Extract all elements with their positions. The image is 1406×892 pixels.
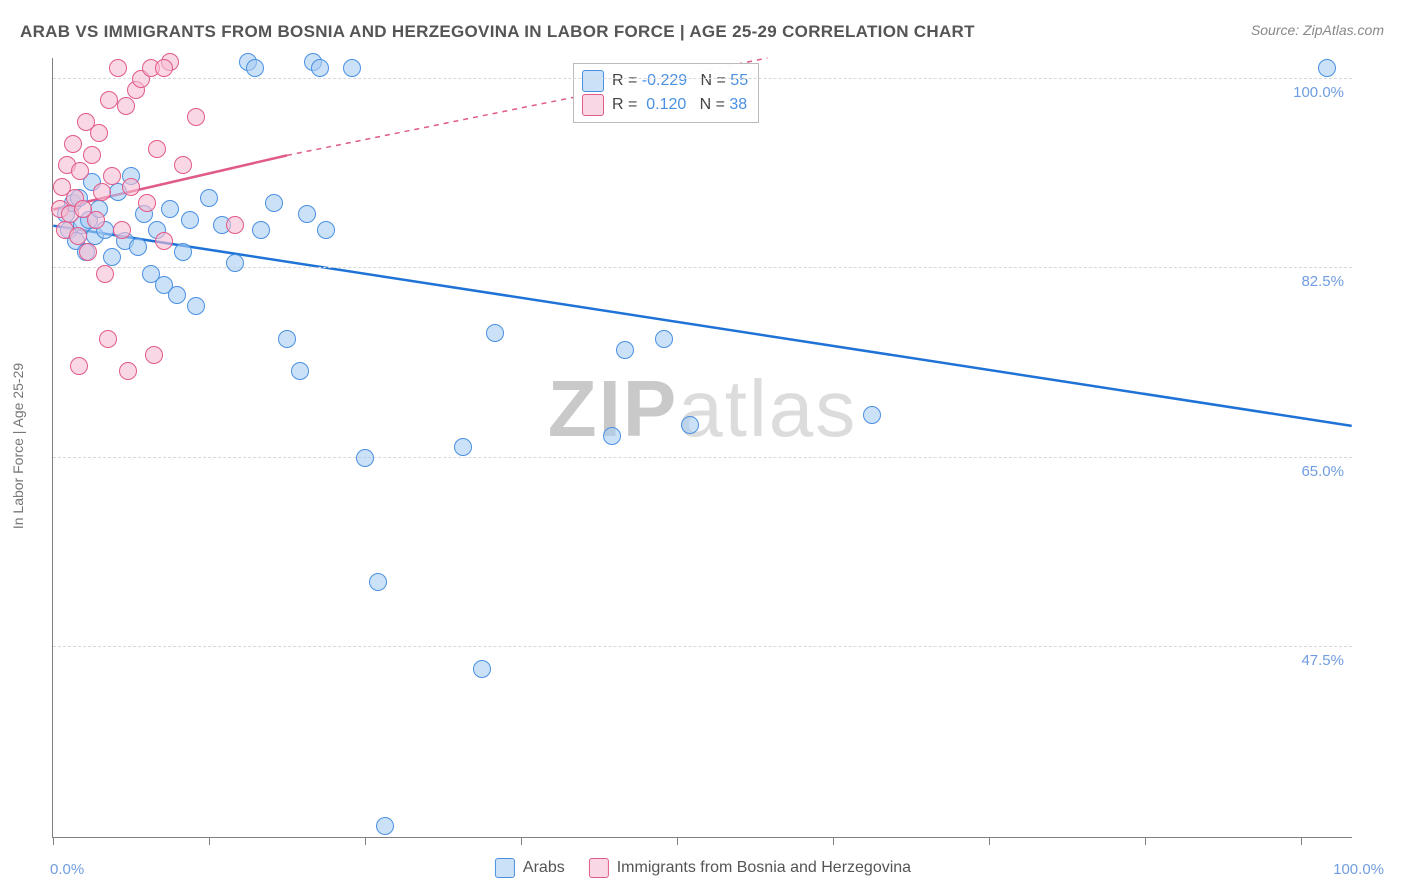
- scatter-point: [265, 194, 283, 212]
- scatter-point: [174, 243, 192, 261]
- scatter-point: [155, 59, 173, 77]
- source-label: Source: ZipAtlas.com: [1251, 22, 1384, 38]
- x-tick: [1145, 837, 1146, 845]
- scatter-point: [122, 178, 140, 196]
- scatter-point: [109, 59, 127, 77]
- legend-swatch: [582, 94, 604, 116]
- x-tick: [1301, 837, 1302, 845]
- scatter-point: [129, 238, 147, 256]
- x-tick: [53, 837, 54, 845]
- scatter-point: [187, 108, 205, 126]
- scatter-point: [70, 357, 88, 375]
- scatter-point: [145, 346, 163, 364]
- scatter-point: [681, 416, 699, 434]
- gridline: [53, 457, 1352, 458]
- scatter-point: [616, 341, 634, 359]
- stats-legend-row: R = 0.120 N = 38: [582, 94, 748, 116]
- scatter-point: [343, 59, 361, 77]
- scatter-point: [93, 183, 111, 201]
- trend-line: [53, 226, 1351, 426]
- scatter-point: [181, 211, 199, 229]
- scatter-point: [148, 140, 166, 158]
- gridline: [53, 78, 1352, 79]
- bottom-legend-label: Arabs: [523, 859, 565, 877]
- bottom-legend-item: Arabs: [495, 858, 565, 878]
- x-min-label: 0.0%: [50, 861, 84, 878]
- x-tick: [365, 837, 366, 845]
- scatter-point: [311, 59, 329, 77]
- scatter-point: [155, 232, 173, 250]
- gridline: [53, 267, 1352, 268]
- legend-swatch: [495, 858, 515, 878]
- scatter-point: [278, 330, 296, 348]
- scatter-point: [79, 243, 97, 261]
- scatter-point: [69, 227, 87, 245]
- scatter-point: [246, 59, 264, 77]
- x-tick: [833, 837, 834, 845]
- scatter-point: [603, 427, 621, 445]
- plot-area: ZIPatlas R = -0.229 N = 55R = 0.120 N = …: [52, 58, 1352, 838]
- scatter-point: [291, 362, 309, 380]
- scatter-point: [369, 573, 387, 591]
- scatter-point: [655, 330, 673, 348]
- y-tick-label: 65.0%: [1289, 463, 1344, 480]
- scatter-point: [356, 449, 374, 467]
- y-tick-label: 47.5%: [1289, 652, 1344, 669]
- scatter-point: [486, 324, 504, 342]
- scatter-point: [113, 221, 131, 239]
- stats-legend-row: R = -0.229 N = 55: [582, 70, 748, 92]
- legend-swatch: [589, 858, 609, 878]
- scatter-point: [1318, 59, 1336, 77]
- legend-swatch: [582, 70, 604, 92]
- scatter-point: [473, 660, 491, 678]
- scatter-point: [117, 97, 135, 115]
- scatter-point: [187, 297, 205, 315]
- scatter-point: [174, 156, 192, 174]
- scatter-point: [96, 265, 114, 283]
- scatter-point: [64, 135, 82, 153]
- stats-legend-text: R = 0.120 N = 38: [612, 96, 747, 114]
- scatter-point: [226, 254, 244, 272]
- bottom-legend-label: Immigrants from Bosnia and Herzegovina: [617, 859, 911, 877]
- x-tick: [677, 837, 678, 845]
- y-axis-label: In Labor Force | Age 25-29: [10, 363, 26, 529]
- scatter-point: [103, 167, 121, 185]
- scatter-point: [454, 438, 472, 456]
- scatter-point: [200, 189, 218, 207]
- y-tick-label: 100.0%: [1289, 84, 1344, 101]
- x-tick: [989, 837, 990, 845]
- stats-legend: R = -0.229 N = 55 R = 0.120 N = 38: [573, 63, 759, 123]
- scatter-point: [317, 221, 335, 239]
- scatter-point: [83, 146, 101, 164]
- chart-container: ARAB VS IMMIGRANTS FROM BOSNIA AND HERZE…: [0, 0, 1406, 892]
- scatter-point: [138, 194, 156, 212]
- stats-legend-text: R = -0.229 N = 55: [612, 72, 748, 90]
- scatter-point: [71, 162, 89, 180]
- scatter-point: [252, 221, 270, 239]
- scatter-point: [99, 330, 117, 348]
- scatter-point: [226, 216, 244, 234]
- gridline: [53, 646, 1352, 647]
- x-tick: [521, 837, 522, 845]
- trend-lines: [53, 58, 1352, 837]
- scatter-point: [119, 362, 137, 380]
- scatter-point: [376, 817, 394, 835]
- scatter-point: [90, 124, 108, 142]
- scatter-point: [863, 406, 881, 424]
- scatter-point: [87, 211, 105, 229]
- bottom-legend: Arabs Immigrants from Bosnia and Herzegov…: [495, 858, 911, 878]
- x-max-label: 100.0%: [1333, 861, 1384, 878]
- chart-title: ARAB VS IMMIGRANTS FROM BOSNIA AND HERZE…: [20, 22, 975, 42]
- scatter-point: [298, 205, 316, 223]
- scatter-point: [100, 91, 118, 109]
- scatter-point: [161, 200, 179, 218]
- y-tick-label: 82.5%: [1289, 273, 1344, 290]
- scatter-point: [168, 286, 186, 304]
- bottom-legend-item: Immigrants from Bosnia and Herzegovina: [589, 858, 911, 878]
- x-tick: [209, 837, 210, 845]
